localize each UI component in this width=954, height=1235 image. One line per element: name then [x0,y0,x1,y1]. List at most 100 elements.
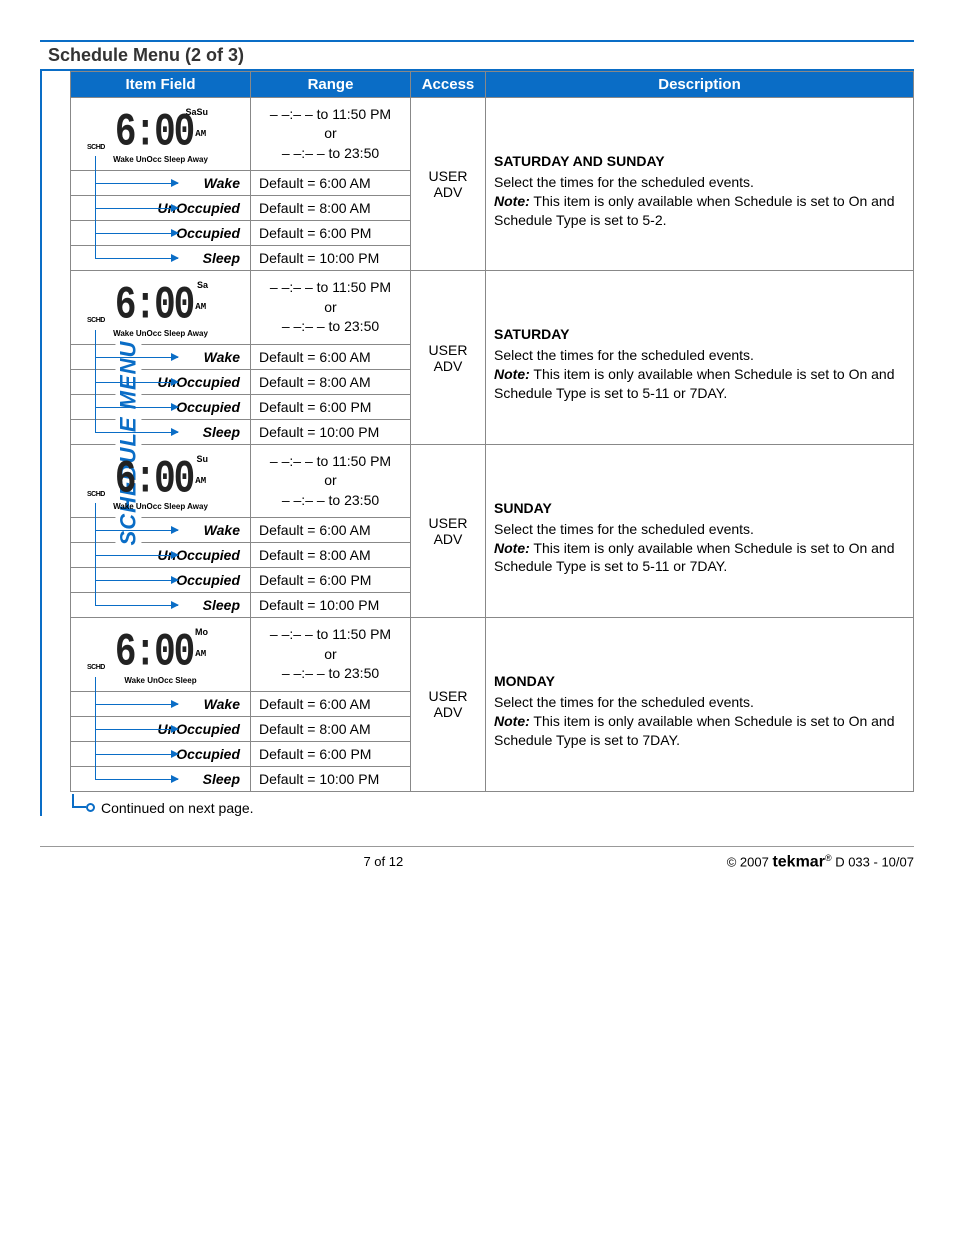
desc-body: Select the times for the scheduled event… [494,520,905,577]
event-label: Occupied [176,225,240,241]
desc-body: Select the times for the scheduled event… [494,693,905,750]
default-occ: Default = 6:00 PM [251,741,411,766]
event-label: Sleep [203,424,240,440]
event-occ: Occupied [71,741,251,766]
event-label: Wake [204,522,240,538]
default-unocc: Default = 8:00 AM [251,543,411,568]
page: Schedule Menu (2 of 3) SCHEDULE MENU Ite… [0,0,954,891]
event-unocc: UnOccupied [71,543,251,568]
event-sleep: Sleep [71,593,251,618]
range-main: – –:– – to 11:50 PMor– –:– – to 23:50 [251,271,411,344]
event-sleep: Sleep [71,246,251,271]
default-sleep: Default = 10:00 PM [251,419,411,444]
lcd-time: 6:00AM [115,290,206,322]
access-cell: USERADV [411,444,486,617]
continued-text: Continued on next page. [101,800,254,816]
th-item: Item Field [71,72,251,98]
default-occ: Default = 6:00 PM [251,394,411,419]
event-unocc: UnOccupied [71,369,251,394]
event-label: Wake [204,696,240,712]
lcd-cell: SCHDSaSu6:00AMWake UnOcc Sleep Away [71,98,251,171]
event-wake: Wake [71,518,251,543]
desc-body: Select the times for the scheduled event… [494,346,905,403]
event-occ: Occupied [71,568,251,593]
event-sleep: Sleep [71,419,251,444]
th-range: Range [251,72,411,98]
lcd-cell: SCHDMo6:00AMWake UnOcc Sleep [71,618,251,691]
note-label: Note: [494,366,530,382]
event-label: Occupied [176,746,240,762]
elbow-icon [72,794,86,808]
lcd-time: 6:00AM [115,637,206,669]
note-label: Note: [494,540,530,556]
default-unocc: Default = 8:00 AM [251,716,411,741]
default-sleep: Default = 10:00 PM [251,766,411,791]
desc-title: SATURDAY [494,326,905,342]
range-main: – –:– – to 11:50 PMor– –:– – to 23:50 [251,444,411,517]
description-cell: MONDAY Select the times for the scheduled… [486,618,914,791]
event-unocc: UnOccupied [71,716,251,741]
default-wake: Default = 6:00 AM [251,171,411,196]
event-label: Wake [204,349,240,365]
lcd-cell: SCHDSa6:00AMWake UnOcc Sleep Away [71,271,251,344]
description-cell: SATURDAY Select the times for the schedul… [486,271,914,444]
default-sleep: Default = 10:00 PM [251,246,411,271]
lcd-time: 6:00AM [115,464,206,496]
lcd-sched-label: SCHD [87,664,105,671]
event-label: Occupied [176,399,240,415]
default-wake: Default = 6:00 AM [251,344,411,369]
lcd-sched-label: SCHD [87,317,105,324]
event-occ: Occupied [71,394,251,419]
event-label: Occupied [176,572,240,588]
content: Item Field Range Access Description SCHD… [70,71,914,816]
default-occ: Default = 6:00 PM [251,221,411,246]
th-access: Access [411,72,486,98]
event-sleep: Sleep [71,766,251,791]
description-cell: SATURDAY AND SUNDAY Select the times for … [486,98,914,271]
access-cell: USERADV [411,98,486,271]
lcd-sched-label: SCHD [87,491,105,498]
brand: tekmar [772,853,824,870]
desc-title: MONDAY [494,673,905,689]
event-label: Sleep [203,771,240,787]
header-row: Item Field Range Access Description [71,72,914,98]
default-occ: Default = 6:00 PM [251,568,411,593]
page-number: 7 of 12 [363,854,403,869]
event-wake: Wake [71,171,251,196]
th-desc: Description [486,72,914,98]
side-rail: SCHEDULE MENU [40,71,70,816]
page-title: Schedule Menu (2 of 3) [48,45,244,65]
event-unocc: UnOccupied [71,196,251,221]
footer: 7 of 12 © 2007 tekmar® D 033 - 10/07 [40,846,914,871]
title-bar: Schedule Menu (2 of 3) [40,40,914,71]
default-wake: Default = 6:00 AM [251,691,411,716]
lcd-time: 6:00AM [115,117,206,149]
event-wake: Wake [71,344,251,369]
access-cell: USERADV [411,271,486,444]
default-unocc: Default = 8:00 AM [251,369,411,394]
main-row: SCHEDULE MENU Item Field Range Access De… [40,71,914,816]
desc-body: Select the times for the scheduled event… [494,173,905,230]
event-occ: Occupied [71,221,251,246]
description-cell: SUNDAY Select the times for the scheduled… [486,444,914,617]
copyright: © 2007 tekmar® D 033 - 10/07 [727,853,914,871]
default-unocc: Default = 8:00 AM [251,196,411,221]
default-wake: Default = 6:00 AM [251,518,411,543]
range-main: – –:– – to 11:50 PMor– –:– – to 23:50 [251,618,411,691]
circle-icon [86,803,95,812]
range-main: – –:– – to 11:50 PMor– –:– – to 23:50 [251,98,411,171]
note-label: Note: [494,193,530,209]
lcd-sched-label: SCHD [87,144,105,151]
desc-title: SUNDAY [494,500,905,516]
event-wake: Wake [71,691,251,716]
event-label: Wake [204,175,240,191]
event-label: Sleep [203,250,240,266]
continued-row: Continued on next page. [72,800,914,816]
note-label: Note: [494,713,530,729]
access-cell: USERADV [411,618,486,791]
schedule-table: Item Field Range Access Description SCHD… [70,71,914,792]
event-label: Sleep [203,597,240,613]
default-sleep: Default = 10:00 PM [251,593,411,618]
desc-title: SATURDAY AND SUNDAY [494,153,905,169]
lcd-cell: SCHDSu6:00AMWake UnOcc Sleep Away [71,444,251,517]
